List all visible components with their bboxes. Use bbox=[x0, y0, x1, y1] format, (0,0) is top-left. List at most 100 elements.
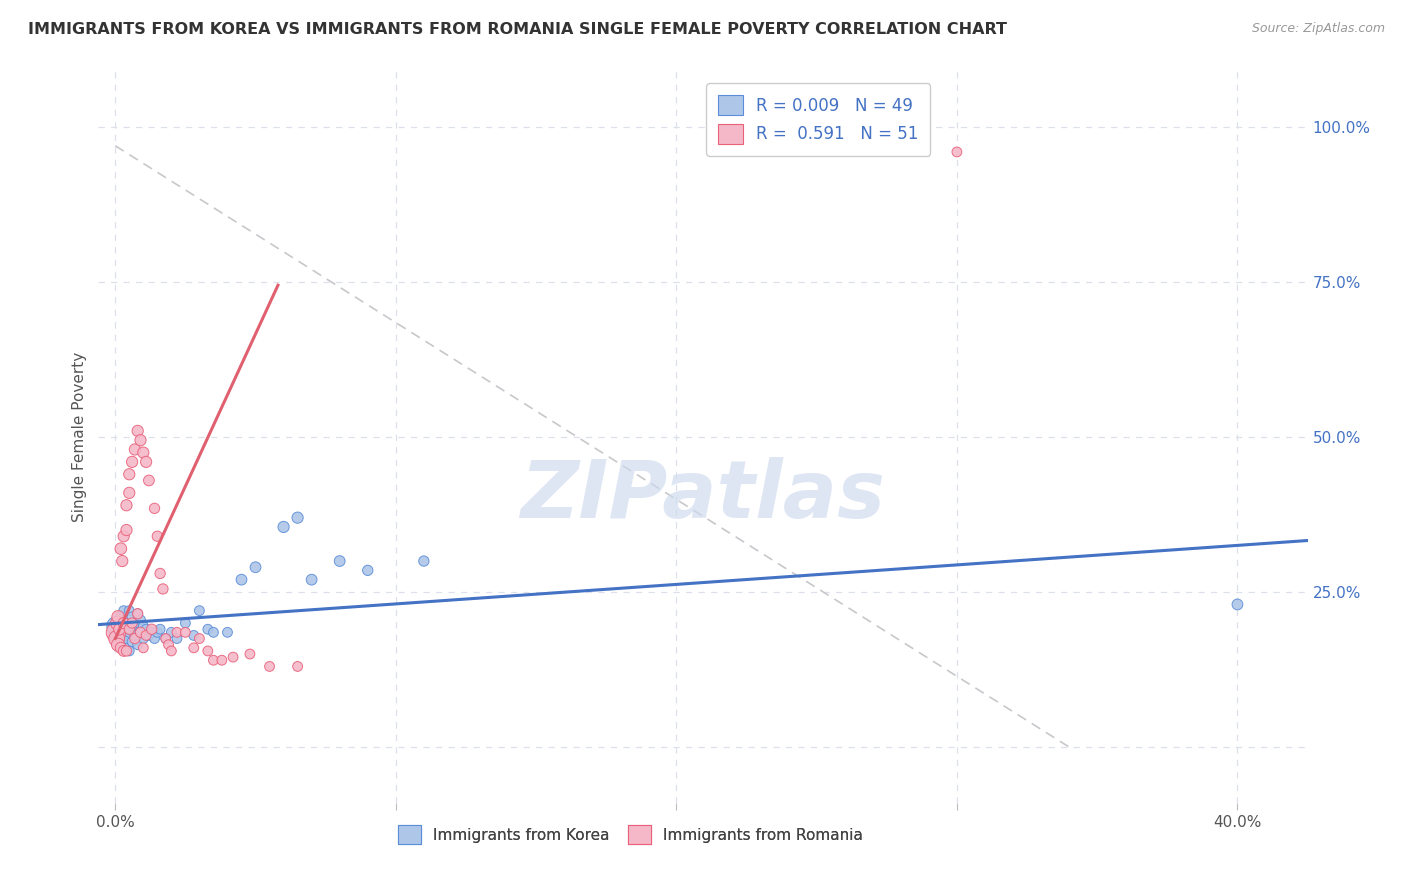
Point bbox=[135, 628, 157, 642]
Point bbox=[121, 455, 143, 469]
Point bbox=[115, 498, 138, 512]
Point bbox=[121, 619, 143, 633]
Point bbox=[110, 610, 132, 624]
Point bbox=[115, 644, 138, 658]
Point bbox=[107, 615, 129, 630]
Point bbox=[222, 650, 245, 665]
Point bbox=[149, 622, 172, 636]
Point bbox=[155, 632, 177, 646]
Legend: Immigrants from Korea, Immigrants from Romania: Immigrants from Korea, Immigrants from R… bbox=[392, 819, 869, 850]
Point bbox=[121, 615, 143, 630]
Point bbox=[231, 573, 253, 587]
Point bbox=[112, 638, 135, 652]
Point bbox=[135, 622, 157, 636]
Point bbox=[188, 632, 211, 646]
Text: IMMIGRANTS FROM KOREA VS IMMIGRANTS FROM ROMANIA SINGLE FEMALE POVERTY CORRELATI: IMMIGRANTS FROM KOREA VS IMMIGRANTS FROM… bbox=[28, 22, 1007, 37]
Point bbox=[211, 653, 233, 667]
Point bbox=[105, 632, 128, 646]
Point bbox=[160, 644, 183, 658]
Point bbox=[357, 563, 380, 577]
Point bbox=[107, 615, 129, 630]
Point bbox=[118, 467, 141, 482]
Text: ZIPatlas: ZIPatlas bbox=[520, 457, 886, 534]
Point bbox=[329, 554, 352, 568]
Text: Source: ZipAtlas.com: Source: ZipAtlas.com bbox=[1251, 22, 1385, 36]
Point bbox=[166, 632, 188, 646]
Point bbox=[112, 615, 135, 630]
Point bbox=[108, 625, 131, 640]
Point bbox=[197, 622, 219, 636]
Point bbox=[129, 625, 152, 640]
Point bbox=[259, 659, 281, 673]
Point bbox=[118, 622, 141, 636]
Point bbox=[132, 632, 155, 646]
Point bbox=[202, 625, 225, 640]
Point bbox=[174, 625, 197, 640]
Point bbox=[110, 640, 132, 655]
Point bbox=[132, 640, 155, 655]
Point bbox=[105, 625, 128, 640]
Point bbox=[946, 145, 969, 159]
Point bbox=[160, 625, 183, 640]
Point bbox=[138, 474, 160, 488]
Point bbox=[124, 632, 146, 646]
Point bbox=[129, 433, 152, 447]
Point bbox=[118, 604, 141, 618]
Point bbox=[111, 632, 134, 646]
Point bbox=[412, 554, 434, 568]
Y-axis label: Single Female Poverty: Single Female Poverty bbox=[72, 352, 87, 522]
Point bbox=[112, 604, 135, 618]
Point bbox=[149, 566, 172, 581]
Point bbox=[141, 622, 163, 636]
Point bbox=[115, 615, 138, 630]
Point bbox=[146, 625, 169, 640]
Point bbox=[239, 647, 262, 661]
Point bbox=[301, 573, 323, 587]
Point bbox=[124, 442, 146, 457]
Point bbox=[115, 523, 138, 537]
Point bbox=[112, 529, 135, 543]
Point bbox=[217, 625, 239, 640]
Point bbox=[135, 455, 157, 469]
Point bbox=[129, 625, 152, 640]
Point bbox=[146, 529, 169, 543]
Point bbox=[127, 424, 149, 438]
Point bbox=[114, 622, 136, 636]
Point bbox=[188, 604, 211, 618]
Point bbox=[121, 610, 143, 624]
Point bbox=[166, 625, 188, 640]
Point bbox=[287, 659, 309, 673]
Point bbox=[127, 607, 149, 621]
Point bbox=[245, 560, 267, 574]
Point bbox=[127, 638, 149, 652]
Point bbox=[129, 613, 152, 627]
Point bbox=[115, 632, 138, 646]
Point bbox=[118, 486, 141, 500]
Point bbox=[111, 554, 134, 568]
Point bbox=[183, 628, 205, 642]
Point bbox=[197, 644, 219, 658]
Point bbox=[1226, 598, 1249, 612]
Point bbox=[124, 615, 146, 630]
Point bbox=[132, 619, 155, 633]
Point bbox=[107, 638, 129, 652]
Point bbox=[152, 582, 174, 596]
Point bbox=[127, 607, 149, 621]
Point bbox=[138, 628, 160, 642]
Point bbox=[273, 520, 295, 534]
Point bbox=[124, 628, 146, 642]
Point bbox=[108, 622, 131, 636]
Point bbox=[107, 610, 129, 624]
Point bbox=[155, 632, 177, 646]
Point bbox=[112, 644, 135, 658]
Point bbox=[118, 625, 141, 640]
Point bbox=[110, 628, 132, 642]
Point bbox=[132, 445, 155, 459]
Point bbox=[183, 640, 205, 655]
Point bbox=[141, 625, 163, 640]
Point bbox=[110, 541, 132, 556]
Point bbox=[105, 619, 128, 633]
Point bbox=[143, 501, 166, 516]
Point bbox=[202, 653, 225, 667]
Point bbox=[157, 638, 180, 652]
